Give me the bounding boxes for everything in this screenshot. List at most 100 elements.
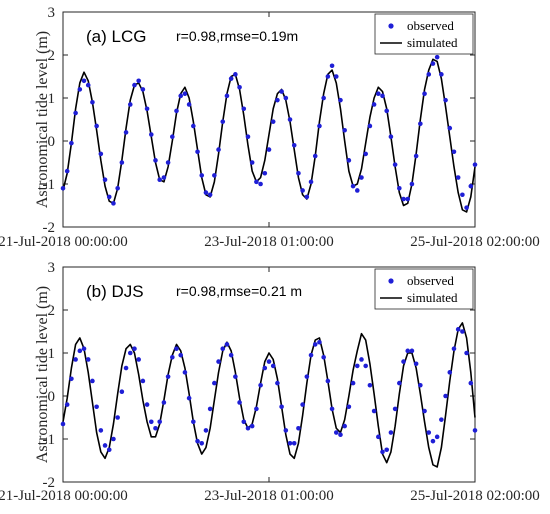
data-point-observed: [350, 380, 356, 386]
data-point-observed: [317, 339, 322, 345]
data-point-observed: [329, 63, 335, 69]
data-point-observed: [77, 87, 83, 92]
data-point-observed: [430, 438, 436, 444]
data-point-observed: [434, 434, 440, 440]
data-point-observed: [413, 361, 419, 367]
data-point-observed: [296, 425, 301, 431]
data-point-observed: [460, 192, 465, 198]
data-point-observed: [212, 380, 217, 386]
data-point-observed: [359, 357, 364, 362]
data-point-observed: [127, 350, 133, 356]
data-point-observed: [233, 72, 238, 77]
data-point-observed: [249, 160, 255, 165]
data-point-observed: [380, 93, 385, 99]
data-point-observed: [258, 181, 263, 187]
data-point-observed: [102, 177, 108, 182]
data-point-observed: [77, 348, 83, 354]
data-point-observed: [195, 438, 200, 444]
data-point-observed: [241, 106, 247, 112]
data-point-observed: [60, 421, 66, 427]
data-point-observed: [312, 153, 318, 159]
data-point-observed: [69, 140, 74, 146]
data-point-observed: [220, 119, 226, 124]
data-point-observed: [376, 91, 381, 96]
data-point-observed: [275, 380, 280, 386]
data-point-observed: [237, 400, 242, 405]
data-point-observed: [249, 423, 255, 429]
data-point-observed: [439, 72, 444, 77]
data-point-observed: [418, 382, 423, 388]
data-point-observed: [472, 162, 478, 167]
data-point-observed: [426, 72, 432, 77]
data-point-observed: [447, 125, 453, 131]
data-point-observed: [397, 186, 402, 191]
data-point-observed: [367, 123, 373, 129]
y-tick-label: 3: [48, 260, 56, 276]
data-point-observed: [115, 415, 120, 420]
legend: observed simulated: [374, 268, 474, 310]
data-point-observed: [464, 205, 469, 210]
data-point-observed: [266, 147, 272, 152]
data-point-observed: [460, 329, 465, 334]
data-point-observed: [291, 441, 297, 446]
data-point-observed: [279, 89, 284, 94]
data-point-observed: [270, 363, 276, 369]
panel-title: (a) LCG: [86, 27, 146, 46]
data-point-observed: [397, 380, 402, 386]
data-point-observed: [170, 355, 175, 360]
data-point-observed: [287, 117, 293, 122]
data-point-observed: [132, 346, 137, 352]
data-point-observed: [300, 188, 305, 193]
data-point-observed: [384, 108, 390, 114]
x-tick-label: 23-Jul-2018 01:00:00: [204, 488, 334, 504]
data-point-observed: [262, 170, 268, 176]
data-point-observed: [245, 134, 251, 139]
panel-title: (b) DJS: [86, 282, 144, 301]
data-point-observed: [376, 434, 381, 440]
data-point-observed: [275, 97, 280, 103]
data-point-observed: [468, 380, 474, 386]
data-point-observed: [338, 97, 343, 103]
data-point-observed: [73, 357, 78, 362]
data-point-observed: [464, 350, 469, 356]
data-point-observed: [144, 106, 150, 112]
data-point-observed: [98, 428, 104, 433]
data-point-observed: [102, 443, 108, 448]
data-point-observed: [300, 402, 305, 407]
data-point-observed: [254, 406, 259, 412]
data-point-observed: [144, 402, 150, 407]
legend-label-observed: observed: [407, 273, 454, 288]
data-point-observed: [422, 91, 427, 96]
data-point-observed: [359, 175, 364, 180]
data-point-observed: [270, 119, 276, 124]
data-point-observed: [119, 389, 125, 395]
data-point-observed: [161, 400, 167, 405]
data-point-observed: [157, 177, 162, 182]
data-point-observed: [216, 359, 221, 364]
data-point-observed: [106, 447, 112, 453]
data-point-observed: [245, 425, 251, 431]
data-point-observed: [304, 194, 310, 200]
data-point-observed: [224, 342, 230, 347]
data-point-observed: [64, 402, 70, 407]
data-point-observed: [237, 84, 242, 90]
data-point-observed: [392, 162, 398, 167]
data-point-observed: [258, 382, 263, 388]
chart-panel-1: -2 -1 0 1 2 3 21-Jul-2018 00:00:00 23-Jul-2018 …: [0, 5, 540, 250]
data-point-observed: [174, 108, 179, 114]
data-point-observed: [325, 378, 331, 384]
data-point-observed: [333, 430, 339, 435]
y-axis-label: Astronomical tide level (m): [34, 286, 51, 463]
data-point-observed: [308, 352, 314, 358]
data-point-observed: [401, 196, 406, 202]
data-point-observed: [73, 110, 78, 116]
data-point-observed: [291, 143, 297, 148]
data-point-observed: [363, 363, 368, 369]
y-tick-label: 1: [48, 346, 56, 362]
data-point-observed: [165, 160, 171, 165]
data-point-observed: [140, 87, 146, 92]
data-point-observed: [207, 406, 213, 412]
data-point-observed: [384, 447, 390, 453]
data-point-observed: [405, 196, 411, 202]
data-point-observed: [90, 378, 95, 384]
